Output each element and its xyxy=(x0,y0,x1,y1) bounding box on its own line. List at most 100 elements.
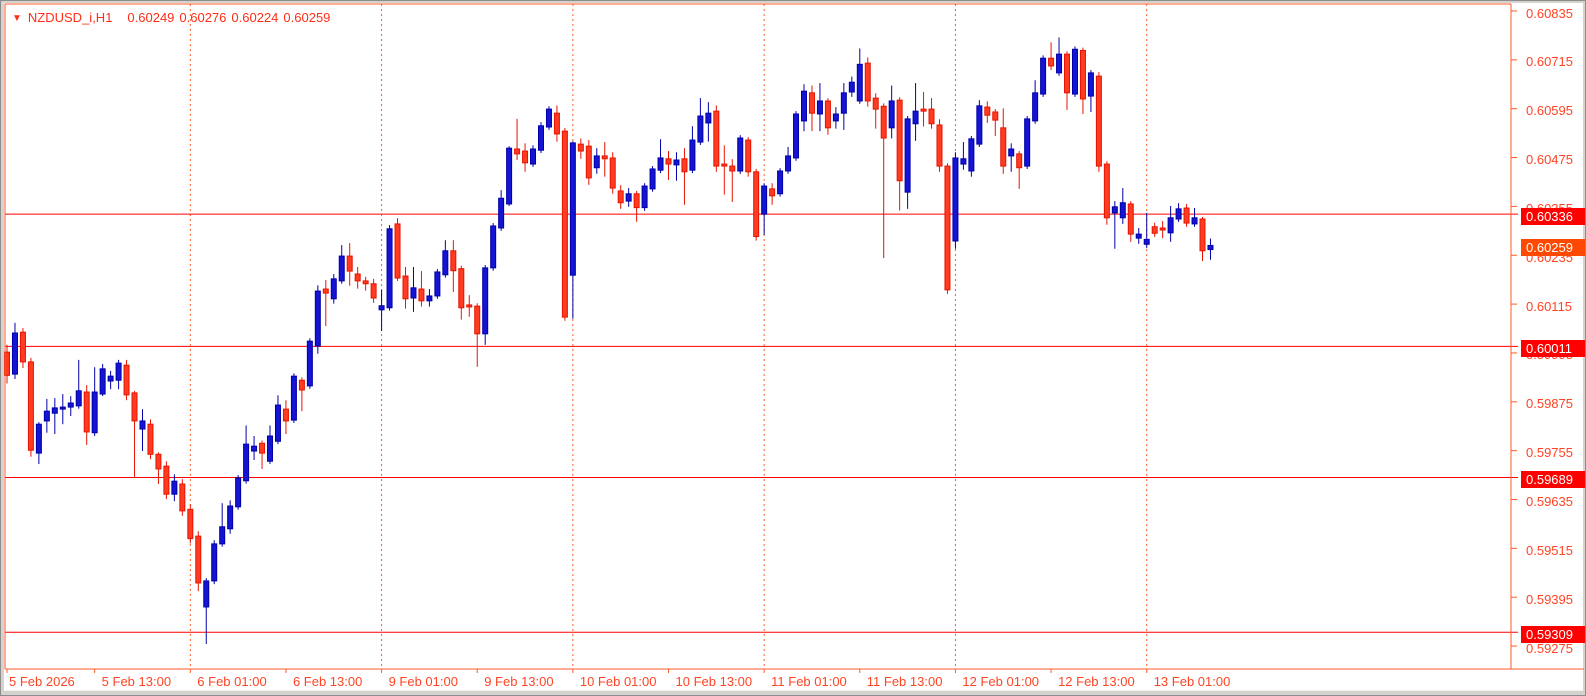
price-tick-label: 0.59395 xyxy=(1526,591,1573,607)
candle-body xyxy=(808,92,815,114)
candle-body xyxy=(386,228,393,309)
candle-body xyxy=(91,391,98,434)
time-axis-label: 10 Feb 13:00 xyxy=(675,674,753,689)
candle-body xyxy=(235,477,242,508)
candle-body xyxy=(203,580,210,608)
candle-body xyxy=(458,268,465,309)
candle-body xyxy=(561,130,568,318)
candle-body xyxy=(75,390,82,407)
candle-body xyxy=(856,63,863,102)
candle-body xyxy=(1008,148,1015,157)
time-axis[interactable]: 5 Feb 2026 5 Feb 13:00 6 Feb 01:00 6 Feb 13… xyxy=(4,3,1583,695)
candle-body xyxy=(864,62,871,102)
candle-body xyxy=(322,288,329,294)
candle-body xyxy=(840,92,847,114)
candle-body xyxy=(872,97,879,110)
candle-body xyxy=(593,155,600,169)
candle-body xyxy=(649,168,656,190)
candle-body xyxy=(19,331,26,363)
price-axis[interactable]: 0.608350.607150.605950.604750.603550.602… xyxy=(4,3,1585,695)
candle-body xyxy=(824,100,831,129)
candle-body xyxy=(577,143,584,152)
candle-body xyxy=(713,110,720,167)
chart-header: ▼ NZDUSD_i,H1 0.60249 0.60276 0.60224 0.60259 xyxy=(12,10,330,25)
candle-body xyxy=(450,250,457,272)
candle-body xyxy=(418,288,425,302)
time-axis-label: 11 Feb 13:00 xyxy=(866,674,943,689)
candle-body xyxy=(35,423,42,454)
candle-body xyxy=(952,157,959,242)
candle-body xyxy=(633,193,640,209)
chart-canvas[interactable]: ▼ NZDUSD_i,H1 0.60249 0.60276 0.60224 0.60259… xyxy=(4,3,1586,696)
time-axis-label: 5 Feb 13:00 xyxy=(101,674,172,689)
candle-body xyxy=(346,255,353,272)
candle-body xyxy=(1207,244,1214,251)
candle-body xyxy=(338,255,345,282)
candle-body xyxy=(1095,75,1102,167)
candle-body xyxy=(179,483,186,512)
price-tick-label: 0.59515 xyxy=(1526,542,1573,558)
candle-body xyxy=(219,526,226,545)
candle-body xyxy=(498,197,505,229)
candle-body xyxy=(314,290,321,347)
candle-body xyxy=(1175,208,1182,220)
candle-body xyxy=(1016,153,1023,169)
candle-body xyxy=(290,375,297,421)
candle-body xyxy=(1040,57,1047,95)
candle-body xyxy=(785,155,792,172)
candle-body xyxy=(1000,127,1007,167)
candle-body xyxy=(330,278,337,300)
price-tick-label: 0.60595 xyxy=(1526,103,1573,119)
candle-body xyxy=(107,375,114,382)
candle-body xyxy=(370,283,377,299)
candle-body xyxy=(1119,202,1126,219)
candle-body xyxy=(537,125,544,151)
candle-body xyxy=(362,280,369,285)
candle-body xyxy=(267,435,274,462)
candle-body xyxy=(705,112,712,124)
candle-body xyxy=(67,402,74,408)
candle-body xyxy=(984,106,991,116)
candle-body xyxy=(1048,57,1055,67)
candle-body xyxy=(171,480,178,495)
candle-body xyxy=(99,368,106,395)
candle-body xyxy=(195,535,202,584)
candle-body xyxy=(1056,53,1063,74)
candle-body xyxy=(1151,226,1158,234)
candle-body xyxy=(1183,207,1190,224)
candle-body xyxy=(753,171,760,238)
candle-body xyxy=(888,100,895,129)
candle-body xyxy=(761,185,768,215)
candle-body xyxy=(139,420,146,430)
candle-body xyxy=(992,111,999,121)
candle-body xyxy=(816,100,823,115)
window-bottom-edge xyxy=(4,690,1583,695)
candle-body xyxy=(1199,218,1206,252)
candle-body xyxy=(1032,92,1039,122)
candle-body xyxy=(1103,163,1110,219)
candle-body xyxy=(737,137,744,172)
time-axis-label: 6 Feb 13:00 xyxy=(292,674,363,689)
time-axis-label: 12 Feb 13:00 xyxy=(1058,674,1135,689)
candle-body xyxy=(729,165,736,172)
candle-body xyxy=(641,185,648,209)
candle-body xyxy=(482,267,489,335)
symbol-timeframe-label: NZDUSD_i,H1 xyxy=(27,10,113,25)
candle-body xyxy=(298,379,305,391)
candle-body xyxy=(609,157,616,189)
candle-body xyxy=(920,108,927,112)
time-axis-label: 13 Feb 01:00 xyxy=(1153,674,1231,689)
candle-body xyxy=(1167,217,1174,234)
candle-body xyxy=(442,250,449,276)
candlestick-chart[interactable] xyxy=(4,3,1586,696)
price-level-box: 0.60011 xyxy=(1521,339,1585,357)
candle-body xyxy=(410,287,417,299)
candle-body xyxy=(1135,233,1142,239)
candle-body xyxy=(259,442,266,454)
candle-body xyxy=(832,113,839,122)
time-axis-label: 9 Feb 01:00 xyxy=(388,674,458,689)
price-tick-label: 0.59635 xyxy=(1526,493,1573,509)
symbol-dropdown-icon[interactable]: ▼ xyxy=(12,13,22,24)
candle-body xyxy=(474,305,481,335)
